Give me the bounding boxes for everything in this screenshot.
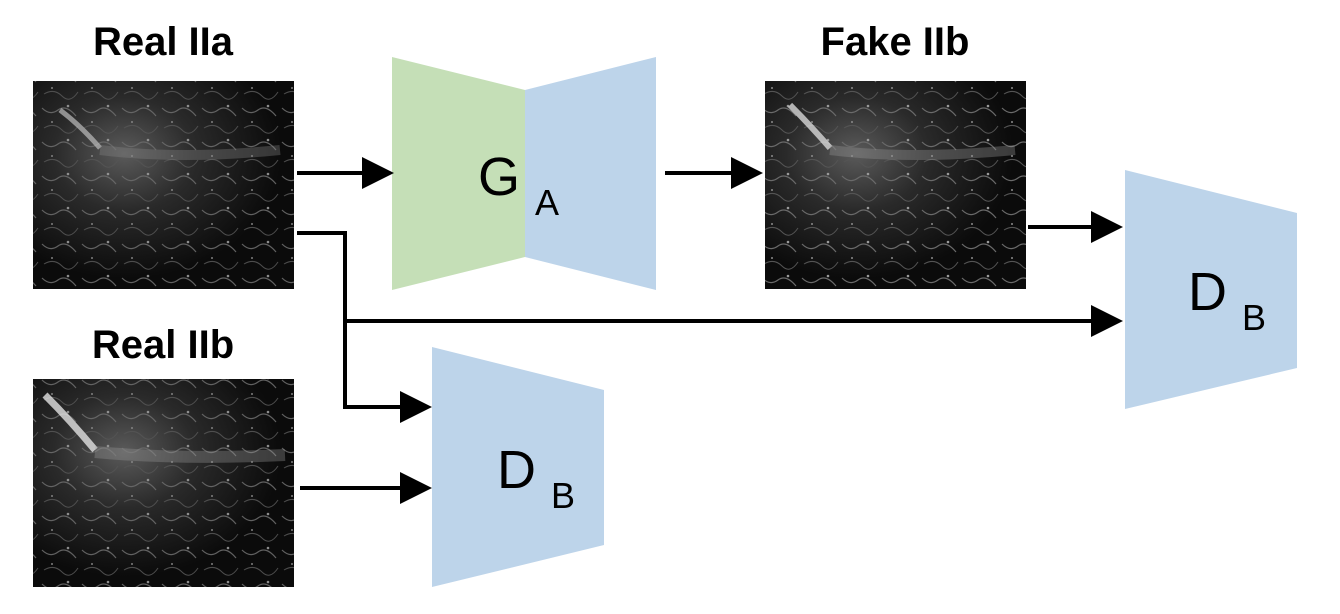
- image-fake-iib: [765, 81, 1026, 289]
- generator-encoder: [392, 57, 525, 290]
- discriminator-bottom: D B: [432, 347, 604, 587]
- label-real-iia: Real IIa: [93, 20, 234, 64]
- svg-text:D B: D B: [497, 440, 575, 516]
- label-fake-iib: Fake IIb: [821, 20, 970, 64]
- discriminator-top-symbol: D: [1188, 262, 1227, 322]
- image-real-iia: [33, 81, 294, 289]
- svg-text:G A: G A: [478, 147, 559, 223]
- generator-symbol: G: [478, 147, 520, 207]
- generator-subscript: A: [535, 182, 559, 223]
- image-real-iib: [33, 379, 294, 587]
- discriminator-top: D B: [1125, 170, 1297, 409]
- svg-text:D B: D B: [1188, 262, 1266, 338]
- generator-block: G A: [392, 57, 656, 290]
- discriminator-bottom-symbol: D: [497, 440, 536, 500]
- discriminator-top-subscript: B: [1242, 297, 1266, 338]
- generator-decoder: [525, 57, 656, 290]
- discriminator-bottom-subscript: B: [551, 475, 575, 516]
- label-real-iib: Real IIb: [92, 323, 234, 367]
